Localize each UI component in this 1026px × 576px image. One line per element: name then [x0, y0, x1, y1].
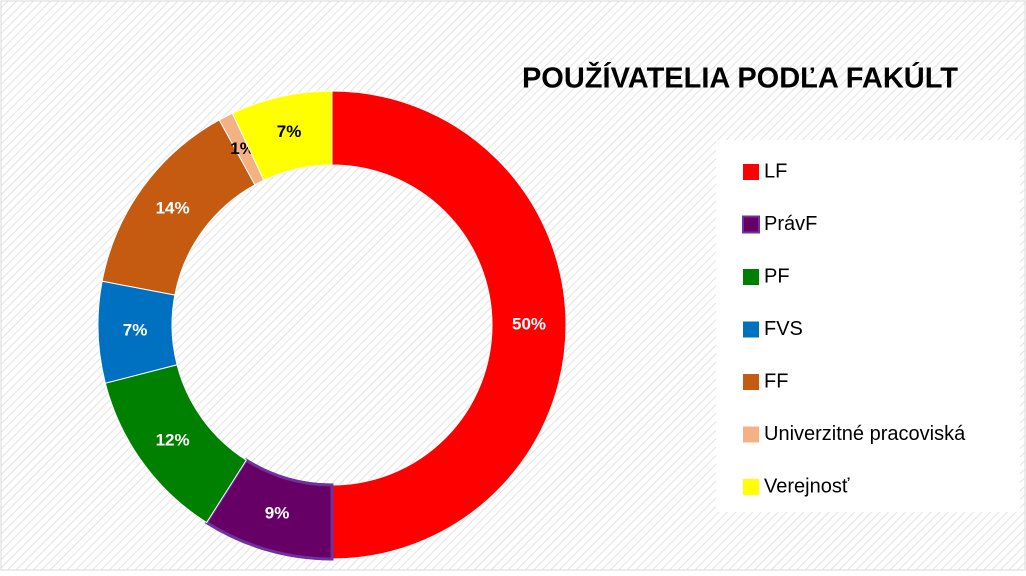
legend-label: FVS — [764, 318, 803, 340]
legend-swatch — [743, 426, 759, 443]
data-label: 14% — [156, 199, 190, 218]
legend-swatch — [742, 215, 760, 234]
legend-swatch — [743, 479, 759, 495]
legend-swatch — [743, 374, 759, 390]
donut-segment — [331, 90, 567, 560]
data-label: 7% — [123, 321, 148, 340]
chart-title: POUŽÍVATELIA PODĽA FAKÚLT — [522, 61, 958, 95]
data-label: 50% — [512, 314, 546, 333]
legend-label: Verejnosť — [764, 475, 850, 497]
donut-segment — [231, 90, 333, 181]
legend-label: PrávF — [764, 213, 817, 235]
legend-label: LF — [764, 160, 787, 182]
legend-label: FF — [764, 370, 788, 392]
legend-swatch — [743, 269, 759, 285]
legend-label: Univerzitné pracoviská — [764, 423, 966, 445]
data-label: 7% — [277, 122, 302, 141]
legend-label: PF — [764, 265, 790, 287]
legend-swatch — [743, 164, 759, 180]
data-label: 12% — [156, 430, 190, 449]
legend-box — [716, 140, 1020, 512]
data-label: 9% — [265, 504, 290, 523]
legend-swatch — [743, 321, 759, 338]
